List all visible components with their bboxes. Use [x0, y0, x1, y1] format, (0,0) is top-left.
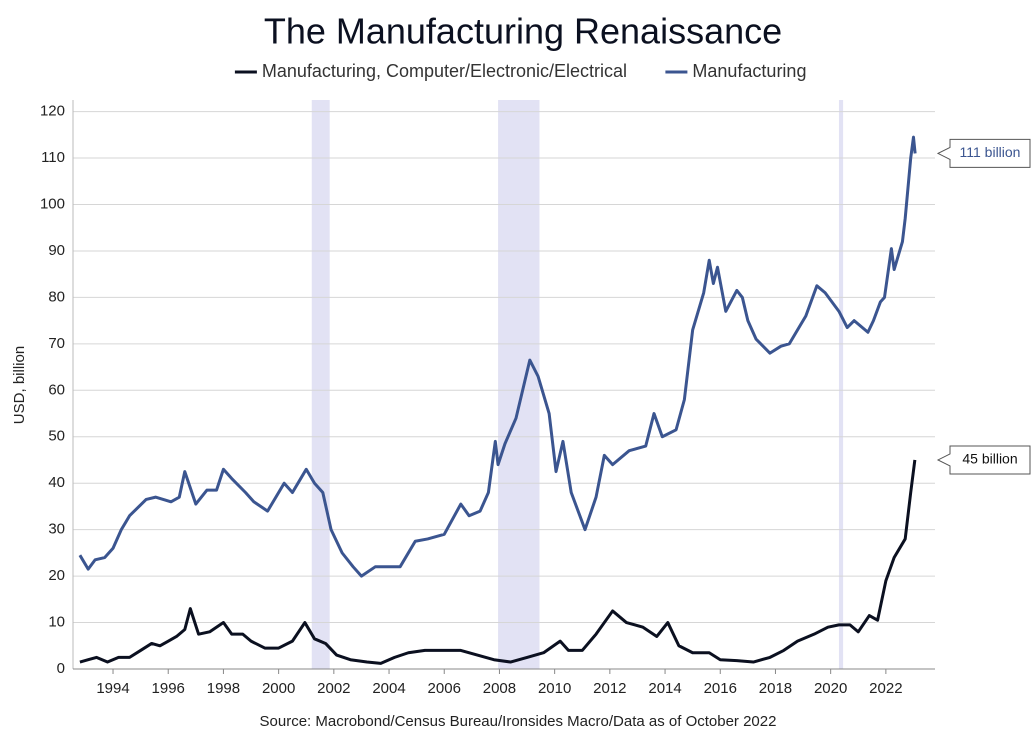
x-tick-label: 2022 [869, 680, 902, 697]
y-tick-label: 90 [48, 242, 65, 259]
x-tick-label: 2014 [648, 680, 681, 697]
x-tick-label: 2002 [317, 680, 350, 697]
series-line [79, 459, 917, 665]
x-tick-label: 2004 [372, 680, 405, 697]
recession-shade [838, 100, 844, 669]
y-tick-label: 70 [48, 335, 65, 352]
y-tick-label: 20 [48, 567, 65, 584]
series-line [78, 135, 917, 578]
x-tick-label: 1998 [207, 680, 240, 697]
chart-title: The Manufacturing Renaissance [264, 11, 782, 52]
x-tick-label: 2012 [593, 680, 626, 697]
callout-box [936, 138, 1031, 168]
y-tick-label: 10 [48, 614, 65, 631]
recession-shade [311, 100, 330, 669]
y-tick-label: 120 [40, 103, 65, 120]
y-tick-label: 100 [40, 195, 65, 212]
y-tick-label: 40 [48, 474, 65, 491]
x-tick-label: 1996 [152, 680, 185, 697]
recession-shade [498, 100, 540, 669]
callout-text: 111 billion [960, 144, 1021, 160]
x-tick-label: 2000 [262, 680, 295, 697]
y-tick-label: 50 [48, 428, 65, 445]
legend-label: Manufacturing, Computer/Electronic/Elect… [262, 61, 627, 81]
y-tick-label: 110 [41, 149, 65, 166]
x-tick-label: 2020 [814, 680, 847, 697]
y-axis-label: USD, billion [11, 346, 28, 424]
callout-box [936, 445, 1031, 475]
y-tick-label: 0 [57, 660, 65, 677]
x-tick-label: 2008 [483, 680, 516, 697]
x-tick-label: 2006 [428, 680, 461, 697]
legend-label: Manufacturing [692, 61, 806, 81]
x-tick-label: 2016 [704, 680, 737, 697]
source-note: Source: Macrobond/Census Bureau/Ironside… [260, 713, 777, 730]
callout-text: 45 billion [962, 451, 1017, 467]
y-tick-label: 60 [48, 381, 65, 398]
x-tick-label: 2018 [759, 680, 792, 697]
y-tick-label: 30 [48, 521, 65, 538]
y-tick-label: 80 [48, 288, 65, 305]
x-tick-label: 2010 [538, 680, 571, 697]
x-tick-label: 1994 [96, 680, 129, 697]
legend: Manufacturing, Computer/Electronic/Elect… [234, 61, 806, 81]
